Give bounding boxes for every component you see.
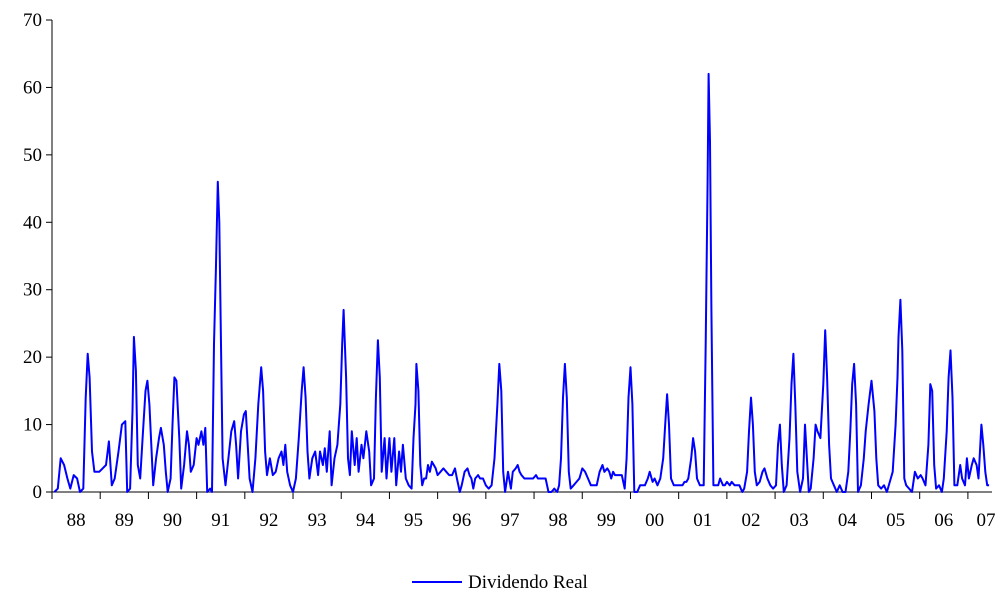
x-tick-label-01: 01 xyxy=(693,510,712,531)
x-tick-label-00: 00 xyxy=(645,510,664,531)
x-tick-label-02: 02 xyxy=(741,510,760,531)
y-axis: 0 10 20 30 40 50 60 70 xyxy=(23,10,53,503)
y-tick-label-0: 0 xyxy=(33,482,43,503)
x-tick-label-92: 92 xyxy=(259,510,278,531)
series-line-0 xyxy=(53,72,990,493)
series-group xyxy=(53,72,990,493)
x-tick-label-96: 96 xyxy=(452,510,471,531)
y-tick-label-30: 30 xyxy=(23,280,42,301)
y-tick-label-60: 60 xyxy=(23,77,42,98)
x-tick-label-98: 98 xyxy=(549,510,568,531)
x-tick-label-04: 04 xyxy=(838,510,858,531)
x-tick-label-99: 99 xyxy=(597,510,616,531)
x-tick-label-03: 03 xyxy=(790,510,809,531)
x-tick-label-89: 89 xyxy=(115,510,134,531)
y-tick-label-70: 70 xyxy=(23,10,42,31)
x-tick-label-93: 93 xyxy=(308,510,327,531)
y-tick-label-50: 50 xyxy=(23,145,42,166)
x-tick-label-97: 97 xyxy=(500,510,519,531)
legend-label-dividendo-real: Dividendo Real xyxy=(468,572,588,593)
x-tick-label-94: 94 xyxy=(356,510,376,531)
y-tick-label-10: 10 xyxy=(23,415,42,436)
y-tick-label-20: 20 xyxy=(23,347,42,368)
x-tick-label-05: 05 xyxy=(886,510,905,531)
x-tick-label-90: 90 xyxy=(163,510,182,531)
x-tick-label-88: 88 xyxy=(67,510,86,531)
y-tick-label-40: 40 xyxy=(23,212,42,233)
x-tick-label-06: 06 xyxy=(934,510,953,531)
x-tick-label-95: 95 xyxy=(404,510,423,531)
legend: Dividendo Real xyxy=(412,572,588,593)
x-axis: 88 89 90 91 92 93 94 95 96 97 98 99 00 01 02 03 04 05 06 07 xyxy=(51,491,996,531)
x-tick-label-91: 91 xyxy=(211,510,230,531)
x-tick-label-07: 07 xyxy=(977,510,996,531)
